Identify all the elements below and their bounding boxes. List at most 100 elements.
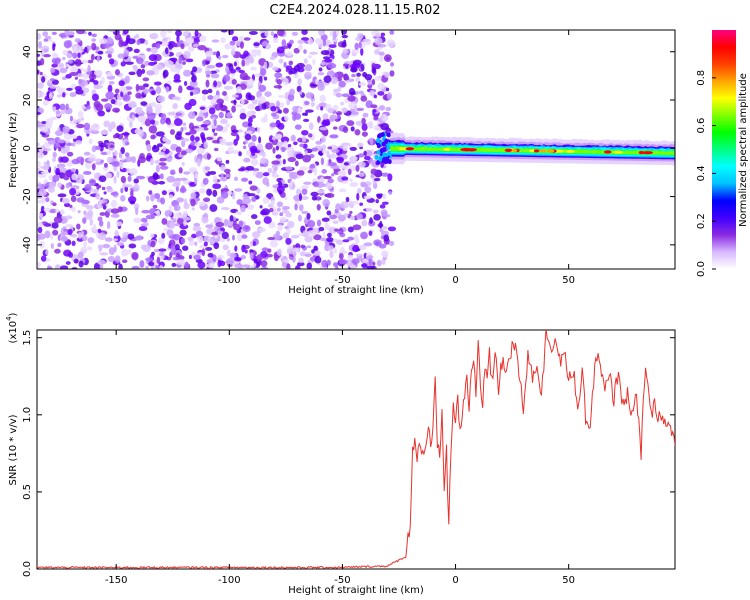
noise-speck — [221, 105, 228, 112]
noise-speck — [103, 139, 110, 144]
noise-speck — [234, 188, 243, 192]
noise-speck — [218, 111, 224, 119]
noise-speck — [360, 95, 368, 102]
noise-speck — [285, 65, 293, 71]
noise-speck — [355, 120, 363, 126]
noise-speck — [124, 186, 129, 192]
noise-speck — [66, 151, 74, 157]
noise-speck — [240, 98, 245, 105]
noise-speck — [275, 100, 280, 107]
noise-speck — [260, 260, 268, 268]
noise-speck — [210, 101, 216, 106]
noise-speck — [348, 78, 355, 82]
noise-speck — [97, 228, 102, 234]
noise-speck — [231, 79, 237, 85]
noise-speck — [191, 74, 197, 83]
noise-speck — [280, 76, 284, 82]
noise-speck — [244, 249, 248, 254]
noise-speck — [291, 234, 300, 239]
signal-peak — [642, 151, 654, 155]
noise-speck — [96, 55, 100, 62]
noise-speck — [289, 39, 294, 45]
noise-speck — [37, 142, 40, 147]
noise-speck — [293, 47, 300, 54]
noise-speck — [84, 183, 92, 191]
noise-speck — [88, 73, 97, 80]
noise-speck — [298, 193, 303, 202]
noise-speck — [251, 231, 261, 239]
noise-speck — [153, 144, 157, 150]
noise-speck — [387, 226, 397, 232]
noise-speck — [65, 261, 71, 265]
noise-speck — [220, 172, 224, 181]
noise-speck — [201, 89, 209, 95]
noise-speck — [57, 182, 62, 189]
noise-speck — [84, 161, 92, 169]
noise-speck — [48, 181, 57, 188]
noise-speck — [295, 265, 301, 269]
colorbar-label: Normalized spectral amplitude — [738, 73, 749, 227]
noise-speck — [250, 66, 257, 71]
noise-speck — [168, 42, 173, 50]
snr-series-line — [37, 330, 675, 569]
noise-speck — [358, 81, 367, 87]
noise-speck — [135, 92, 142, 99]
noise-speck — [327, 62, 337, 69]
noise-speck — [297, 106, 303, 114]
noise-speck — [234, 256, 242, 262]
noise-speck — [207, 95, 214, 100]
noise-speck — [335, 265, 339, 269]
noise-speck — [52, 151, 57, 158]
noise-speck — [375, 33, 381, 38]
noise-speck — [159, 173, 164, 180]
noise-speck — [260, 68, 267, 76]
noise-speck — [299, 90, 303, 96]
noise-speck — [352, 224, 362, 231]
noise-speck — [80, 117, 85, 121]
noise-speck — [343, 162, 349, 166]
noise-speck — [203, 141, 208, 150]
noise-speck — [43, 54, 51, 58]
transition-speck — [376, 143, 381, 149]
noise-speck — [388, 240, 395, 247]
noise-speck — [322, 39, 327, 47]
noise-speck — [248, 30, 258, 35]
noise-speck — [297, 39, 305, 45]
noise-speck — [329, 214, 337, 220]
transition-speck — [379, 148, 384, 154]
noise-speck — [74, 76, 79, 80]
noise-speck — [206, 259, 212, 264]
noise-speck — [238, 151, 242, 157]
snr-x-tick-label: -150 — [105, 575, 128, 586]
noise-speck — [102, 205, 107, 210]
noise-speck — [341, 93, 350, 98]
noise-speck — [361, 220, 368, 227]
noise-speck — [274, 72, 283, 79]
noise-speck — [164, 37, 168, 41]
noise-speck — [86, 104, 91, 110]
noise-speck — [93, 70, 103, 76]
noise-speck — [179, 229, 187, 236]
noise-speck — [263, 61, 268, 70]
noise-speck — [156, 131, 165, 137]
noise-speck — [326, 232, 332, 238]
noise-speck — [129, 167, 138, 176]
noise-speck — [201, 94, 207, 102]
transition-speck — [376, 138, 381, 144]
noise-speck — [209, 204, 218, 212]
noise-speck — [156, 64, 164, 71]
noise-speck — [369, 89, 375, 96]
noise-speck — [338, 188, 347, 193]
noise-speck — [370, 174, 375, 179]
noise-speck — [131, 114, 135, 121]
noise-speck — [60, 109, 66, 114]
noise-speck — [320, 106, 324, 111]
noise-speck — [178, 167, 183, 174]
noise-speck — [168, 205, 173, 211]
noise-speck — [379, 204, 386, 209]
noise-speck — [373, 114, 379, 121]
noise-speck — [199, 245, 206, 249]
noise-speck — [269, 122, 277, 128]
noise-speck — [262, 172, 270, 177]
noise-speck — [103, 120, 111, 128]
